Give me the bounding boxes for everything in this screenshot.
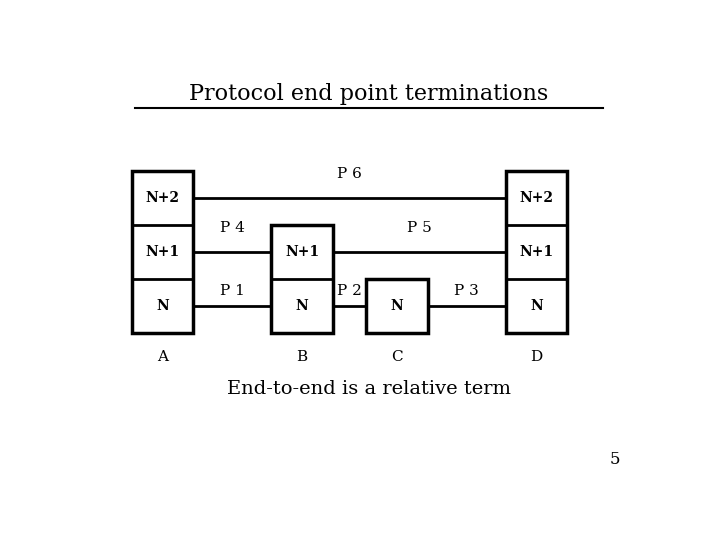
Text: N+1: N+1: [519, 245, 554, 259]
FancyBboxPatch shape: [366, 279, 428, 333]
Text: P 4: P 4: [220, 221, 245, 235]
Text: P 3: P 3: [454, 284, 479, 298]
Text: P 5: P 5: [407, 221, 431, 235]
Text: N: N: [530, 299, 543, 313]
Text: N: N: [296, 299, 308, 313]
Text: N: N: [390, 299, 403, 313]
Text: C: C: [391, 349, 402, 363]
Text: Protocol end point terminations: Protocol end point terminations: [189, 83, 549, 105]
Text: N+2: N+2: [145, 191, 179, 205]
Text: P 1: P 1: [220, 284, 245, 298]
Text: N+1: N+1: [145, 245, 179, 259]
Text: B: B: [297, 349, 307, 363]
Text: P 2: P 2: [337, 284, 362, 298]
FancyBboxPatch shape: [505, 171, 567, 333]
FancyBboxPatch shape: [132, 171, 193, 333]
Text: D: D: [530, 349, 543, 363]
Text: End-to-end is a relative term: End-to-end is a relative term: [227, 380, 511, 398]
FancyBboxPatch shape: [271, 225, 333, 333]
Text: 5: 5: [610, 451, 620, 468]
Text: N+2: N+2: [519, 191, 554, 205]
Text: A: A: [157, 349, 168, 363]
Text: N+1: N+1: [285, 245, 319, 259]
Text: N: N: [156, 299, 169, 313]
Text: P 6: P 6: [337, 167, 362, 181]
